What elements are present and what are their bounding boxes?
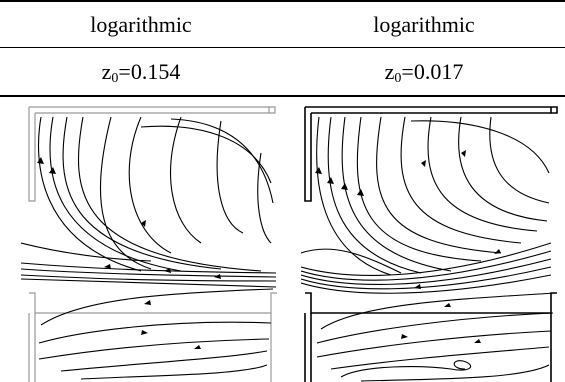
- left-streamline-arrows: [37, 157, 221, 349]
- left-geometry-outline: [28, 106, 277, 382]
- roughness-sub-right: 0: [394, 71, 402, 86]
- left-streamline-plot: [21, 106, 277, 382]
- roughness-value-right: =0.017: [401, 59, 464, 84]
- column-header-left: logarithmic: [90, 12, 192, 37]
- roughness-sub-left: 0: [111, 71, 119, 86]
- right-streamlines: [301, 116, 556, 382]
- right-streamline-plot: [301, 106, 558, 382]
- roughness-var-right: z: [384, 59, 395, 84]
- column-header-right: logarithmic: [373, 12, 475, 37]
- table-bottom-rule: [0, 95, 565, 97]
- right-streamline-arrows: [315, 150, 501, 343]
- roughness-label-right: z0=0.017: [283, 59, 565, 92]
- roughness-value-left: =0.154: [118, 59, 181, 84]
- left-streamlines: [21, 116, 277, 380]
- table-top-rule: [0, 0, 565, 2]
- table-middle-rule: [0, 47, 565, 48]
- roughness-var-left: z: [101, 59, 112, 84]
- roughness-label-left: z0=0.154: [0, 59, 282, 92]
